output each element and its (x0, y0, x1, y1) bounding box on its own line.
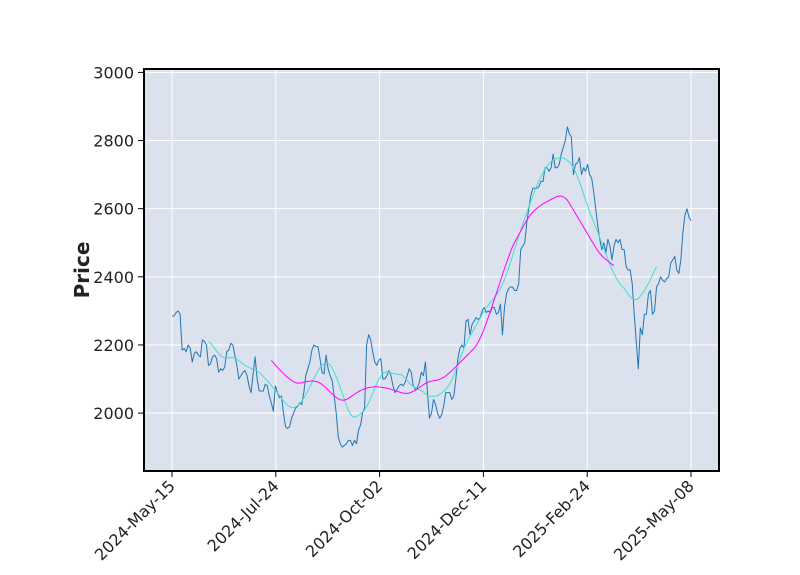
grid-lines (144, 69, 719, 471)
plot-frame (143, 68, 720, 472)
y-axis-label: Price (70, 242, 94, 299)
y-tick-label: 2000 (93, 404, 134, 423)
x-tick-label: 2024-Oct-02 (302, 476, 387, 561)
x-tick-label: 2024-Jul-24 (204, 476, 283, 555)
y-axis: 2000 2200 2400 2600 2800 3000 (93, 63, 144, 423)
x-axis: 2024-May-15 2024-Jul-24 2024-Oct-02 2024-De… (91, 471, 698, 564)
x-tick-label: 2025-May-08 (610, 476, 698, 564)
y-tick-label: 2200 (93, 336, 134, 355)
x-tick-label: 2024-Dec-11 (404, 476, 491, 563)
price-line (172, 126, 692, 448)
y-tick-label: 2800 (93, 132, 134, 151)
y-tick-label: 2600 (93, 200, 134, 219)
x-tick-label: 2024-May-15 (91, 476, 179, 564)
y-tick-label: 2400 (93, 268, 134, 287)
y-tick-label: 3000 (93, 63, 134, 82)
x-tick-label: 2025-Feb-24 (509, 476, 594, 561)
series-layer (172, 126, 692, 448)
long-moving-average-line (270, 195, 615, 401)
plot-background (144, 69, 719, 471)
short-moving-average-line (208, 157, 657, 418)
